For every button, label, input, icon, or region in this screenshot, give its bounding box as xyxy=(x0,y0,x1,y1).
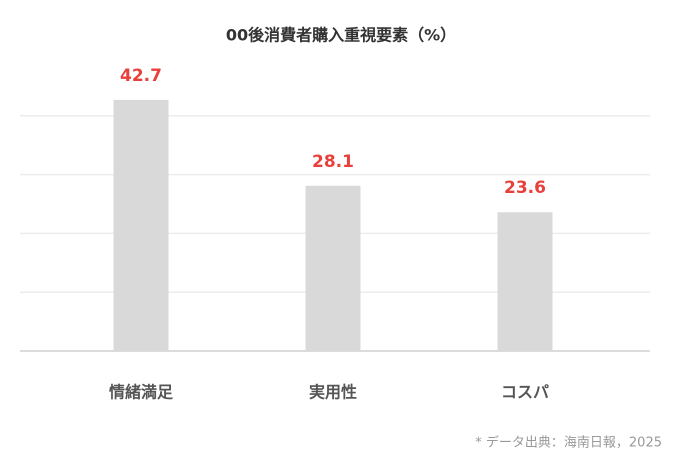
x-tick-label: 情緒満足 xyxy=(109,383,174,402)
value-label: 42.7 xyxy=(120,66,162,86)
source-note: * データ出典：海南日報，2025 xyxy=(475,435,662,451)
bar xyxy=(497,212,553,351)
value-label: 23.6 xyxy=(504,178,546,198)
x-tick-label: コスパ xyxy=(501,383,549,402)
x-tick-label: 実用性 xyxy=(309,383,357,402)
chart-title: 00後消費者購入重視要素（%） xyxy=(226,26,456,45)
bar xyxy=(113,99,169,351)
value-label: 28.1 xyxy=(312,152,354,172)
bar xyxy=(305,185,361,351)
